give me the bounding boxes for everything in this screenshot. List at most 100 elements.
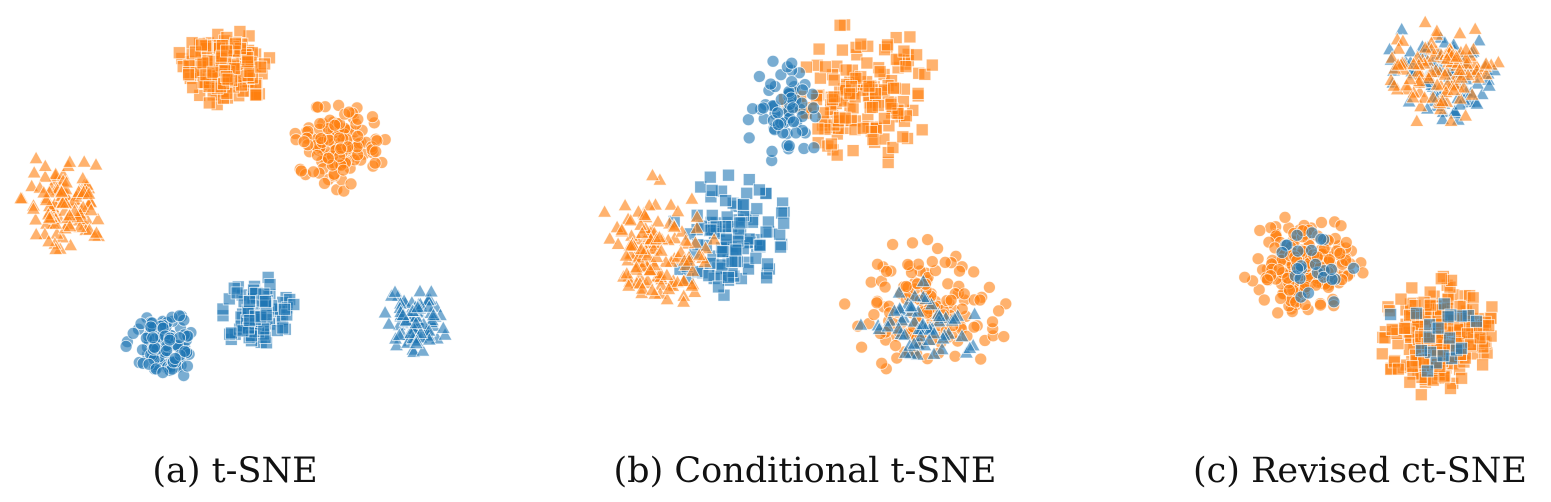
point-orange-circle <box>1251 252 1265 266</box>
point-orange-square <box>887 81 900 95</box>
point-blue-square <box>1437 297 1451 311</box>
point-orange-circle <box>941 277 955 291</box>
point-orange-circle <box>1238 270 1252 284</box>
point-orange-triangle <box>1384 49 1400 64</box>
point-orange-square <box>182 68 196 82</box>
point-blue-triangle <box>410 299 426 314</box>
point-orange-triangle <box>663 196 679 211</box>
point-orange-square <box>836 43 849 57</box>
point-orange-triangle <box>640 272 656 287</box>
point-orange-square <box>1405 359 1419 373</box>
point-orange-circle <box>369 145 383 159</box>
point-orange-triangle <box>633 241 649 256</box>
point-blue-triangle <box>391 327 407 341</box>
point-orange-triangle <box>618 247 634 262</box>
point-blue-circle <box>1305 226 1319 240</box>
point-orange-circle <box>1253 224 1267 237</box>
point-blue-square <box>760 271 773 285</box>
point-orange-triangle <box>1413 98 1429 112</box>
point-blue-circle <box>1291 244 1305 258</box>
point-orange-triangle <box>602 230 618 245</box>
point-orange-square <box>1398 321 1411 335</box>
point-orange-square <box>1423 298 1437 312</box>
point-blue-triangle <box>915 273 931 288</box>
point-orange-circle <box>1334 219 1348 233</box>
point-blue-square <box>722 270 735 284</box>
point-orange-triangle <box>1409 113 1425 127</box>
point-orange-circle <box>986 315 999 329</box>
point-orange-triangle <box>1443 113 1459 127</box>
point-orange-triangle <box>678 232 694 247</box>
point-orange-triangle <box>1425 89 1441 104</box>
point-orange-circle <box>878 280 892 294</box>
point-blue-triangle <box>1471 32 1487 47</box>
point-blue-circle <box>785 75 799 88</box>
point-blue-circle <box>742 113 755 127</box>
point-orange-triangle <box>1452 90 1468 105</box>
point-blue-square <box>242 294 256 308</box>
point-orange-circle <box>855 340 868 354</box>
point-blue-triangle <box>435 320 451 334</box>
point-blue-triangle <box>381 315 397 330</box>
point-blue-square <box>703 170 717 184</box>
point-orange-circle <box>1315 216 1328 229</box>
point-orange-square <box>827 90 841 104</box>
point-orange-circle <box>838 297 852 311</box>
point-orange-triangle <box>58 174 75 189</box>
point-blue-triangle <box>947 310 963 325</box>
point-blue-triangle <box>377 304 393 319</box>
point-orange-circle <box>921 233 934 247</box>
caption-a: (a) t-SNE <box>152 451 318 491</box>
point-orange-square <box>899 60 913 73</box>
point-blue-triangle <box>853 316 869 331</box>
point-orange-triangle <box>1458 107 1474 122</box>
point-blue-triangle <box>903 298 919 313</box>
point-orange-circle <box>953 264 966 278</box>
point-orange-triangle <box>1464 86 1480 101</box>
point-blue-triangle <box>934 341 950 356</box>
point-orange-circle <box>1339 236 1353 249</box>
point-orange-square <box>830 148 844 162</box>
point-orange-circle <box>967 265 981 279</box>
point-orange-triangle <box>88 156 104 171</box>
point-blue-square <box>1410 306 1423 320</box>
point-blue-square <box>737 198 750 211</box>
point-blue-circle <box>172 309 186 323</box>
point-orange-triangle <box>685 262 701 277</box>
point-blue-square <box>729 243 743 257</box>
point-orange-triangle <box>637 207 653 221</box>
point-orange-circle <box>1333 246 1347 260</box>
point-orange-square <box>186 81 200 94</box>
point-blue-square <box>243 314 257 328</box>
point-blue-circle <box>789 126 803 140</box>
point-blue-triangle <box>1402 43 1419 58</box>
point-blue-circle <box>178 344 192 358</box>
point-orange-triangle <box>634 280 650 295</box>
point-orange-circle <box>906 236 919 250</box>
point-orange-square <box>811 122 825 136</box>
point-orange-triangle <box>76 153 92 168</box>
point-orange-triangle <box>75 170 91 185</box>
point-blue-triangle <box>1474 86 1490 100</box>
point-blue-circle <box>1302 286 1315 300</box>
point-orange-triangle <box>659 267 675 281</box>
point-orange-square <box>202 96 216 110</box>
point-blue-circle <box>765 144 779 158</box>
point-orange-triangle <box>62 207 78 222</box>
point-blue-circle <box>1327 295 1341 309</box>
point-orange-circle <box>334 142 348 156</box>
point-orange-square <box>833 18 847 32</box>
point-orange-triangle <box>670 203 686 218</box>
point-orange-square <box>1485 300 1499 314</box>
point-orange-triangle <box>54 184 70 199</box>
point-orange-circle <box>310 148 324 162</box>
point-blue-triangle <box>388 337 405 352</box>
point-orange-circle <box>1252 283 1266 297</box>
point-orange-square <box>1414 388 1428 402</box>
point-orange-circle <box>328 118 342 132</box>
point-orange-circle <box>973 293 987 307</box>
point-blue-circle <box>1325 262 1338 276</box>
point-orange-square <box>1461 327 1474 341</box>
point-orange-circle <box>967 320 981 334</box>
